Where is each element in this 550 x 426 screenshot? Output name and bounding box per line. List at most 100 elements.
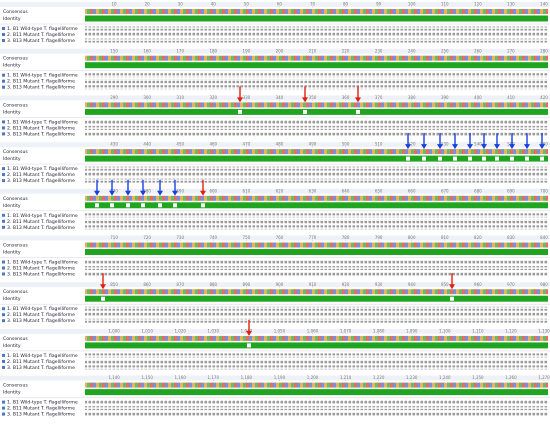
ruler-label: 350 (309, 95, 317, 100)
identity-label: Identity (3, 109, 21, 115)
ruler-label: 410 (507, 95, 515, 100)
sequence-residues (85, 412, 548, 417)
sequence-name: 3. B13 Mutant T. flagelliforme (7, 318, 75, 324)
sequence-icon (2, 359, 5, 363)
consensus-label: Consensus (3, 9, 28, 15)
ruler-label: 1,260 (505, 375, 517, 380)
sequence-name: 3. B13 Mutant T. flagelliforme (7, 412, 75, 418)
sequence-residues (85, 266, 548, 270)
ruler-label: 1,210 (340, 375, 352, 380)
mutation-arrow-head (237, 97, 243, 103)
mutation-arrow-head (302, 97, 308, 103)
consensus-sequence (85, 335, 548, 341)
sequence-icon (2, 412, 5, 416)
consensus-sequence (85, 55, 548, 61)
ruler-label: 170 (176, 48, 184, 53)
ruler-label: 100 (408, 2, 416, 7)
consensus-label: Consensus (3, 149, 28, 155)
ruler-label: 40 (211, 2, 217, 7)
identity-bar (85, 202, 548, 209)
mutation-arrow-head (405, 144, 411, 150)
sequence-icon (2, 313, 5, 317)
mutation-arrow-head (200, 190, 206, 196)
sequence-residues (85, 32, 548, 37)
sequence-icon (2, 85, 5, 89)
sequence-icon (2, 213, 5, 217)
sequence-name: 2. B11 Mutant T. flagelliforme (7, 172, 75, 178)
sequence-residues (85, 131, 548, 136)
ruler-label: 970 (507, 282, 515, 287)
ruler-label: 1,060 (307, 329, 319, 334)
ruler-label: 710 (110, 235, 118, 240)
identity-gap (95, 203, 99, 208)
identity-label: Identity (3, 343, 21, 349)
ruler-label: 740 (209, 235, 217, 240)
identity-gap (406, 156, 410, 161)
ruler-label: 190 (243, 48, 251, 53)
sequence-name: 2. B11 Mutant T. flagelliforme (7, 406, 75, 412)
sequence-name: 3. B13 Mutant T. flagelliforme (7, 178, 75, 184)
ruler-label: 920 (342, 282, 350, 287)
block-header (0, 48, 550, 54)
sequence-icon (2, 219, 5, 223)
sequence-residues (85, 119, 548, 124)
sequence-name: 2. B11 Mutant T. flagelliforme (7, 32, 75, 38)
identity-gap (201, 203, 205, 208)
ruler-label: 480 (276, 142, 284, 147)
ruler-label: 250 (441, 48, 449, 53)
consensus-label: Consensus (3, 336, 28, 342)
alignment-block: 290 300 310 320 330 340 350 360 370 380 390 400 410 4… (0, 86, 550, 137)
ruler-label: 850 (110, 282, 118, 287)
ruler-label: 590 (176, 188, 184, 193)
sequence-name: 1. B1 Wild-type T. flagelliforme (7, 73, 78, 79)
mutation-arrow-head (494, 144, 500, 150)
mutation-arrow-head (449, 284, 455, 290)
identity-label: Identity (3, 63, 21, 69)
identity-gap (453, 156, 457, 161)
ruler-label: 660 (408, 188, 416, 193)
sequence-residues (85, 26, 548, 31)
ruler-label: 810 (441, 235, 449, 240)
sequence-name: 1. B1 Wild-type T. flagelliforme (7, 119, 78, 125)
sequence-residues (85, 125, 548, 130)
alignment-block: 5705805906006106206306406506606706806907… (0, 179, 550, 231)
sequence-icon (2, 260, 5, 264)
sequence-name: 3. B13 Mutant T. flagelliforme (7, 365, 75, 371)
ruler-label: 1,050 (274, 329, 286, 334)
consensus-sequence (85, 242, 548, 248)
identity-gap (438, 156, 442, 161)
ruler-label: 540 (474, 142, 482, 147)
ruler-label: 470 (243, 142, 251, 147)
block-header (0, 375, 550, 381)
ruler-label: 110 (441, 2, 449, 7)
sequence-icon (2, 132, 5, 136)
mutation-arrow-head (509, 144, 515, 150)
alignment-block: 4304404504604704804905005105205305405505… (0, 133, 550, 184)
alignment-block: 150 160 170 180 190 200 210 220 230 240 250 260 270 2… (0, 48, 550, 91)
ruler-label: 830 (507, 235, 515, 240)
alignment-block: 1,140 1,150 1,160 1,170 1,180 1,190 1,200 1,210… (0, 375, 550, 418)
ruler-label: 400 (474, 95, 482, 100)
ruler-label: 330 (243, 95, 251, 100)
identity-label: Identity (3, 296, 21, 302)
ruler-label: 210 (309, 48, 317, 53)
sequence-residues (85, 406, 548, 411)
sequence-icon (2, 179, 5, 183)
ruler-label: 890 (243, 282, 251, 287)
ruler-label: 790 (375, 235, 383, 240)
identity-gap (525, 156, 529, 161)
sequence-residues (85, 213, 548, 218)
alignment-block: 850 860 870 880 890 900 910 920 930 940 950 960 970 9… (0, 273, 550, 324)
sequence-icon (2, 167, 5, 171)
ruler-label: 930 (375, 282, 383, 287)
ruler-label: 320 (209, 95, 217, 100)
ruler-label: 10 (112, 2, 118, 7)
consensus-sequence (85, 195, 548, 201)
identity-gap (540, 156, 544, 161)
identity-bar (85, 108, 548, 115)
identity-gap (482, 156, 486, 161)
ruler-label: 600 (209, 188, 217, 193)
sequence-name: 2. B11 Mutant T. flagelliforme (7, 312, 75, 318)
consensus-sequence (85, 289, 548, 295)
